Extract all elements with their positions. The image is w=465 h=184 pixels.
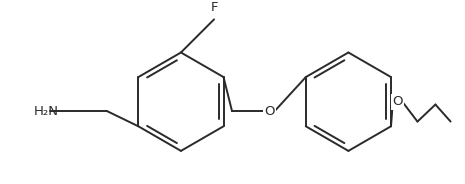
Text: O: O <box>265 105 275 118</box>
Text: O: O <box>392 95 403 108</box>
Text: F: F <box>210 1 218 14</box>
Text: H₂N: H₂N <box>33 105 58 118</box>
